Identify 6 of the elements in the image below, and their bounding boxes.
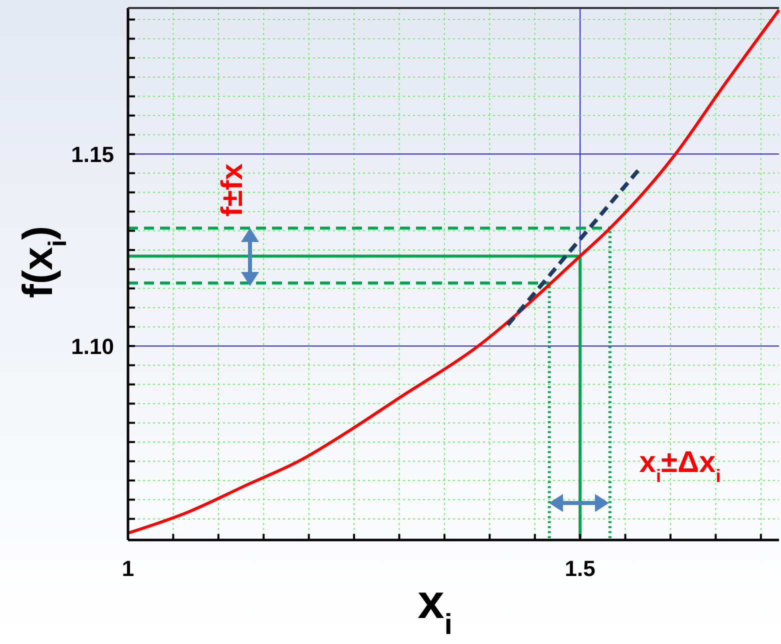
y-tick-label: 1.15 [71, 142, 114, 167]
x-tick-label: 1 [122, 556, 134, 581]
y-tick-label: 1.10 [71, 334, 114, 360]
x-tick-label: 1.5 [564, 556, 596, 581]
x-axis-title: x$_{i}$ [418, 576, 452, 641]
annotation: f±fx [216, 163, 249, 217]
